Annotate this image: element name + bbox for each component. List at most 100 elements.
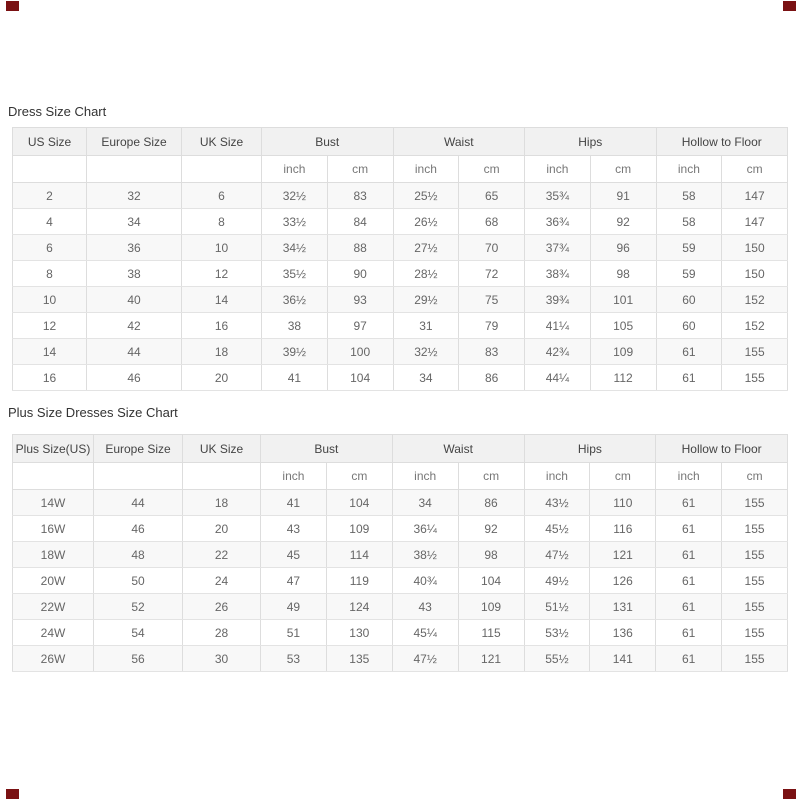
value-cell: 50 [93,567,183,594]
column-header-europe-size: Europe Size [86,127,182,156]
value-cell: 121 [457,645,525,672]
value-cell: 38 [86,260,182,287]
value-cell: 28½ [392,260,460,287]
value-cell: 36¾ [524,208,591,235]
value-cell: 46 [86,364,182,391]
value-cell: 28 [182,619,261,646]
empty-header-cell [12,155,87,183]
value-cell: 47 [260,567,327,594]
table-row: 16W 46 20 43 109 36¼ 92 45½ 116 61 155 [12,515,788,542]
table-row: 22W 52 26 49 124 43 109 51½ 131 61 155 [12,593,788,620]
plus-size-chart-title: Plus Size Dresses Size Chart [8,405,178,420]
value-cell: 155 [721,364,788,391]
unit-header-cm: cm [589,155,657,183]
value-cell: 155 [721,645,788,672]
value-cell: 79 [458,312,525,339]
column-header-us-size: US Size [12,127,87,156]
value-cell: 58 [655,182,723,209]
value-cell: 150 [721,234,788,261]
value-cell: 18 [182,489,261,516]
value-cell: 41¼ [524,312,591,339]
value-cell: 100 [326,338,394,365]
size-cell: 8 [12,260,87,287]
value-cell: 112 [589,364,657,391]
value-cell: 42¾ [524,338,591,365]
size-cell: 14 [12,338,87,365]
value-cell: 147 [721,182,788,209]
value-cell: 40¾ [391,567,459,594]
unit-header-cm: cm [589,462,657,490]
column-header-plus-size-us: Plus Size(US) [12,434,94,463]
group-header-waist: Waist [391,434,525,463]
unit-header-cm: cm [325,462,393,490]
value-cell: 114 [325,541,393,568]
value-cell: 60 [655,286,723,313]
value-cell: 34½ [261,234,328,261]
value-cell: 51 [260,619,327,646]
corner-marker [6,1,19,11]
unit-header-cm: cm [326,155,394,183]
value-cell: 61 [655,567,723,594]
group-header-hollow-to-floor: Hollow to Floor [655,127,788,156]
size-cell: 10 [12,286,87,313]
content-area: Dress Size Chart US Size Europe Size UK … [8,104,788,672]
value-cell: 119 [325,567,393,594]
table-row: 10 40 14 36½ 93 29½ 75 39¾ 101 60 152 [12,286,788,313]
value-cell: 61 [655,645,723,672]
value-cell: 83 [458,338,525,365]
value-cell: 88 [326,234,394,261]
value-cell: 75 [458,286,525,313]
value-cell: 131 [589,593,657,620]
column-header-uk-size: UK Size [182,434,261,463]
value-cell: 14 [181,286,262,313]
unit-header-inch: inch [392,155,460,183]
table-row: 18W 48 22 45 114 38½ 98 47½ 121 61 155 [12,541,788,568]
value-cell: 155 [721,619,788,646]
value-cell: 34 [392,364,460,391]
corner-marker [783,789,796,799]
value-cell: 8 [181,208,262,235]
value-cell: 39½ [261,338,328,365]
value-cell: 6 [181,182,262,209]
value-cell: 26½ [392,208,460,235]
value-cell: 116 [589,515,657,542]
size-cell: 2 [12,182,87,209]
value-cell: 98 [589,260,657,287]
value-cell: 105 [589,312,657,339]
plus-size-table-header: Plus Size(US) Europe Size UK Size Bust W… [12,434,788,490]
size-cell: 22W [12,593,94,620]
dress-size-chart-title: Dress Size Chart [8,104,107,119]
value-cell: 41 [261,364,328,391]
value-cell: 155 [721,593,788,620]
table-row: 12 42 16 38 97 31 79 41¼ 105 60 152 [12,312,788,339]
value-cell: 53½ [523,619,591,646]
value-cell: 136 [589,619,657,646]
unit-header-inch: inch [260,462,327,490]
value-cell: 124 [325,593,393,620]
value-cell: 37¾ [524,234,591,261]
table-row: 20W 50 24 47 119 40¾ 104 49½ 126 61 155 [12,567,788,594]
group-header-hips: Hips [524,127,657,156]
value-cell: 97 [326,312,394,339]
value-cell: 104 [457,567,525,594]
size-cell: 18W [12,541,94,568]
value-cell: 46 [93,515,183,542]
unit-header-inch: inch [655,462,723,490]
value-cell: 61 [655,338,723,365]
unit-header-inch: inch [261,155,328,183]
value-cell: 141 [589,645,657,672]
size-cell: 14W [12,489,94,516]
group-header-hips: Hips [523,434,657,463]
value-cell: 38¾ [524,260,591,287]
value-cell: 86 [458,364,525,391]
empty-header-cell [182,462,261,490]
value-cell: 61 [655,489,723,516]
value-cell: 72 [458,260,525,287]
value-cell: 101 [589,286,657,313]
value-cell: 12 [181,260,262,287]
table-row: 26W 56 30 53 135 47½ 121 55½ 141 61 155 [12,645,788,672]
value-cell: 70 [458,234,525,261]
value-cell: 84 [326,208,394,235]
value-cell: 49½ [523,567,591,594]
empty-header-cell [12,462,94,490]
